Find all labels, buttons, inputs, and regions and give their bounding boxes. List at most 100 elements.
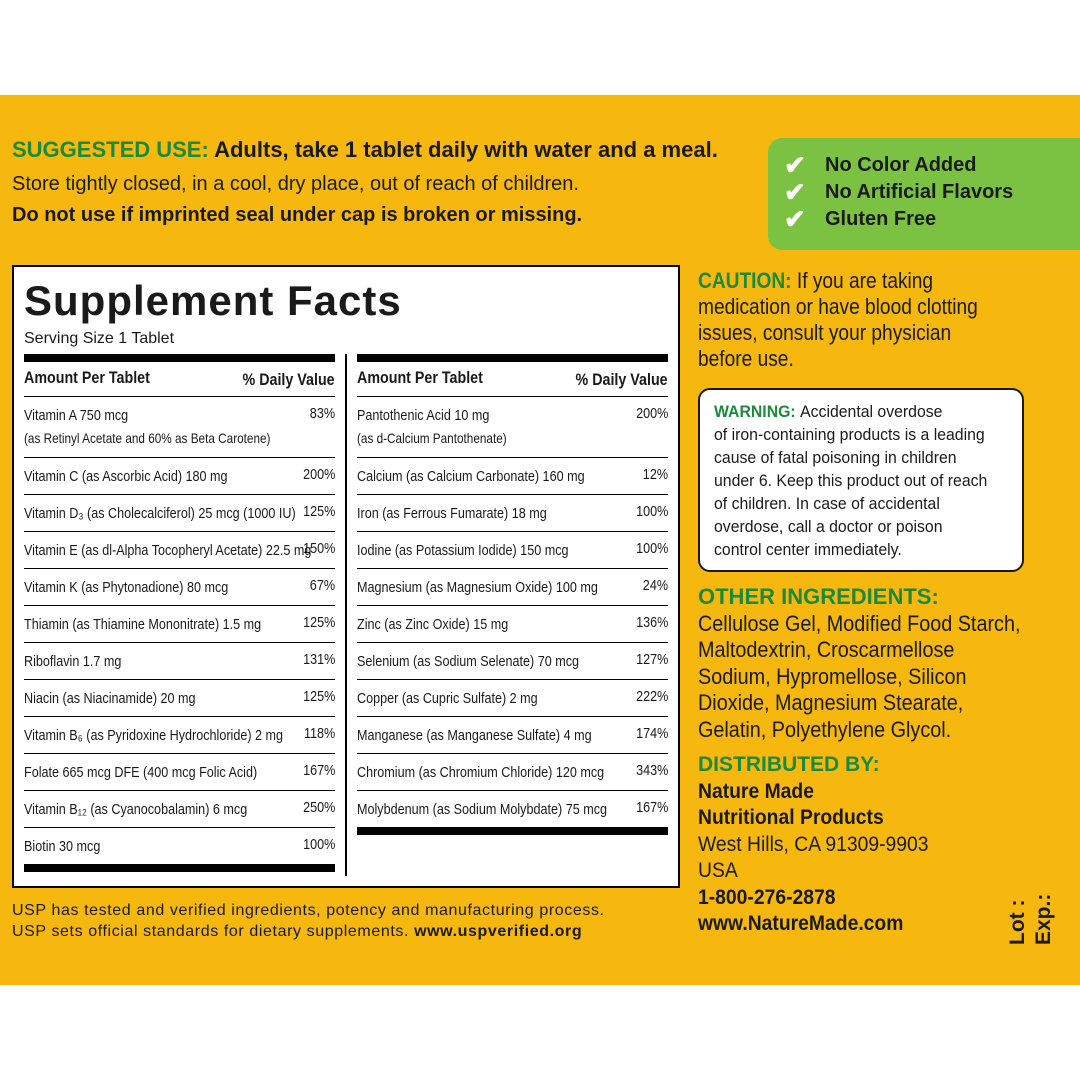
text-line: Dioxide, Magnesium Stearate, — [698, 690, 964, 715]
daily-value: 100% — [302, 836, 335, 853]
text-line: Nature Made — [698, 779, 814, 803]
nutrient-name-line: Vitamin D₃ (as Cholecalciferol) 25 mcg (… — [24, 505, 296, 522]
nutrient-name: Calcium (as Calcium Carbonate) 160 mg — [357, 466, 628, 488]
daily-value: 222% — [635, 688, 668, 705]
daily-value: 125% — [302, 688, 335, 705]
daily-value: 131% — [302, 651, 335, 668]
nutrient-name-line: Selenium (as Sodium Selenate) 70 mcg — [357, 653, 580, 670]
nutrient-name: Chromium (as Chromium Chloride) 120 mcg — [357, 762, 651, 784]
nutrient-row: Vitamin K (as Phytonadione) 80 mcg 67% — [24, 569, 335, 606]
nutrient-name-line: Vitamin B₁₂ (as Cyanocobalamin) 6 mcg — [24, 801, 248, 818]
usp-line: USP has tested and verified ingredients,… — [12, 902, 605, 919]
badge: ✔ Gluten Free — [768, 204, 1080, 234]
bottom-bar — [24, 864, 335, 872]
nutrient-row: Vitamin B₁₂ (as Cyanocobalamin) 6 mcg 250… — [24, 791, 335, 828]
section-label: OTHER INGREDIENTS: — [698, 584, 939, 609]
section-label: CAUTION: — [698, 268, 792, 293]
nutrient-row: Folate 665 mcg DFE (400 mcg Folic Acid) 1… — [24, 754, 335, 791]
nutrient-name-line: (as Retinyl Acetate and 60% as Beta Caro… — [24, 430, 271, 446]
text-line: Nutritional Products — [698, 806, 884, 829]
text: issues, consult your physician — [698, 320, 952, 345]
nutrient-row: Vitamin D₃ (as Cholecalciferol) 25 mcg (… — [24, 495, 335, 532]
bottom-bar — [357, 827, 668, 835]
warning-inner: WARNING: Accidental overdose of iron-cont… — [714, 400, 1008, 561]
check-icon: ✔ — [784, 204, 806, 234]
nutrient-row: Biotin 30 mcg 100% — [24, 828, 335, 865]
nutrient-row: Chromium (as Chromium Chloride) 120 mcg 3… — [357, 754, 668, 791]
nutrient-row: Vitamin A 750 mcg (as Retinyl Acetate and… — [24, 397, 335, 458]
usp-line: USP sets official standards for dietary … — [12, 921, 605, 942]
nutrient-name-line: Copper (as Cupric Sulfate) 2 mg — [357, 690, 538, 707]
daily-value: 200% — [302, 466, 335, 483]
nutrient-name: Vitamin C (as Ascorbic Acid) 180 mg — [24, 466, 266, 488]
nutrient-name: Vitamin A 750 mcg (as Retinyl Acetate and… — [24, 405, 335, 450]
text-line: 1-800-276-2878 — [698, 885, 836, 909]
nutrient-name-line: Iron (as Ferrous Fumarate) 18 mg — [357, 505, 547, 522]
daily-value: 200% — [635, 405, 668, 422]
daily-value: 150% — [302, 540, 335, 557]
nutrient-name-line: Iodine (as Potassium Iodide) 150 mcg — [357, 542, 569, 559]
text: of children. In case of accidental — [714, 494, 940, 513]
text-line: of iron-containing products is a leading — [714, 423, 987, 446]
daily-value: 83% — [309, 405, 335, 422]
text-line: control center immediately. — [714, 538, 987, 561]
daily-value: 125% — [302, 614, 335, 631]
text: of iron-containing products is a leading — [714, 425, 985, 444]
exp-label: Exp.: — [1032, 893, 1055, 945]
distributor: DISTRIBUTED BY: Nature Made Nutritional Pr… — [698, 752, 949, 938]
facts-title: Supplement Facts — [24, 277, 402, 324]
nutrient-name-line: Niacin (as Niacinamide) 20 mg — [24, 690, 196, 707]
badge: ✔ No Color Added — [768, 150, 1080, 180]
badge-text: No Color Added — [825, 154, 977, 176]
badge-panel: ✔ No Color Added ✔ No Artificial Flavors ✔ Gl… — [768, 138, 1080, 250]
nutrient-row: Molybdenum (as Sodium Molybdate) 75 mcg 1… — [357, 791, 668, 828]
nutrient-name-line: Vitamin C (as Ascorbic Acid) 180 mg — [24, 468, 228, 485]
text-line: CAUTION: If you are taking — [698, 268, 978, 294]
usp-text: USP sets official standards for dietary … — [12, 923, 410, 940]
nutrient-name: Iron (as Ferrous Fumarate) 18 mg — [357, 503, 583, 525]
serving-size: Serving Size 1 Tablet — [24, 330, 175, 347]
nutrient-name-line: Chromium (as Chromium Chloride) 120 mcg — [357, 764, 605, 781]
column-header: Amount Per Tablet % Daily Value — [357, 362, 668, 397]
nutrient-row: Calcium (as Calcium Carbonate) 160 mg 12% — [357, 458, 668, 495]
nutrient-name-line: Thiamin (as Thiamine Mononitrate) 1.5 mg — [24, 616, 262, 633]
text-line: before use. — [698, 346, 978, 372]
daily-value: 167% — [302, 762, 335, 779]
suggested-use: SUGGESTED USE: Adults, take 1 tablet dai… — [12, 137, 718, 163]
nutrient-name: Niacin (as Niacinamide) 20 mg — [24, 688, 228, 710]
daily-value: 136% — [635, 614, 668, 631]
header-amount: Amount Per Tablet — [357, 368, 483, 387]
daily-value: 100% — [635, 503, 668, 520]
nutrient-name-line: Vitamin A 750 mcg — [24, 407, 129, 424]
other-ingredients: OTHER INGREDIENTS: Cellulose Gel, Modifie… — [698, 584, 1056, 743]
nutrient-name: Magnesium (as Magnesium Oxide) 100 mg — [357, 577, 644, 599]
supplement-facts-panel: Supplement Facts Serving Size 1 Tablet A… — [12, 265, 680, 888]
column-divider — [345, 354, 347, 876]
text-line: Gelatin, Polyethylene Glycol. — [698, 716, 952, 742]
nutrient-name: Copper (as Cupric Sulfate) 2 mg — [357, 688, 572, 710]
nutrient-name: Vitamin B₁₂ (as Cyanocobalamin) 6 mcg — [24, 799, 290, 821]
daily-value: 343% — [635, 762, 668, 779]
facts-column: Amount Per Tablet % Daily Value Pantotheni… — [357, 354, 668, 835]
nutrient-name-line: Magnesium (as Magnesium Oxide) 100 mg — [357, 579, 598, 596]
nutrient-row: Vitamin C (as Ascorbic Acid) 180 mg 200% — [24, 458, 335, 495]
daily-value: 118% — [303, 725, 335, 742]
nutrient-row: Vitamin E (as dl-Alpha Tocopheryl Acetat… — [24, 532, 335, 569]
nutrient-name-line: Calcium (as Calcium Carbonate) 160 mg — [357, 468, 585, 485]
nutrient-row: Zinc (as Zinc Oxide) 15 mg 136% — [357, 606, 668, 643]
text-line: USA — [698, 859, 738, 882]
text: overdose, call a doctor or poison — [714, 517, 943, 536]
badge: ✔ No Artificial Flavors — [768, 177, 1080, 207]
nutrient-row: Pantothenic Acid 10 mg (as d-Calcium Pant… — [357, 397, 668, 458]
nutrient-name-line: Riboflavin 1.7 mg — [24, 653, 122, 670]
header-dv: % Daily Value — [242, 370, 335, 389]
nutrient-name-line: Folate 665 mcg DFE (400 mcg Folic Acid) — [24, 764, 258, 781]
text-line: www.NatureMade.com — [698, 912, 904, 935]
text-line: issues, consult your physician — [698, 320, 978, 346]
daily-value: 100% — [635, 540, 668, 557]
caution: CAUTION: If you are taking medication or … — [698, 268, 1020, 372]
check-icon: ✔ — [784, 177, 806, 207]
text: medication or have blood clotting — [698, 294, 978, 319]
daily-value: 125% — [302, 503, 335, 520]
